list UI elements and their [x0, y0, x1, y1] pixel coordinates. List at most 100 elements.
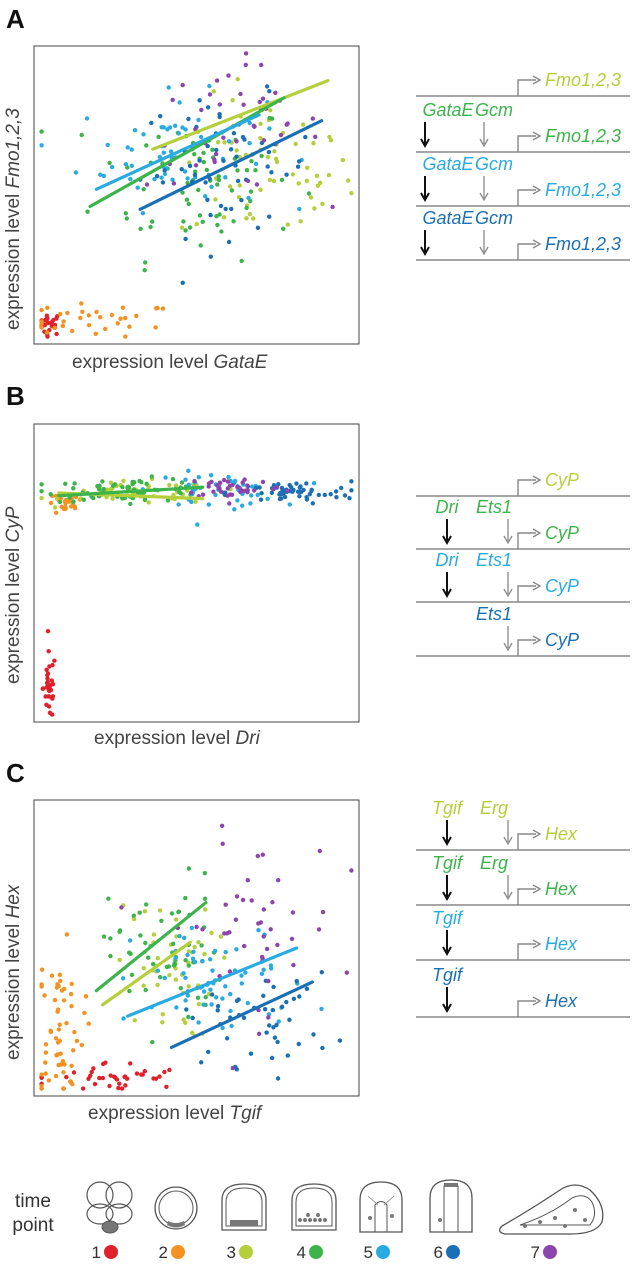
data-point: [223, 902, 228, 907]
data-point: [69, 1063, 74, 1069]
data-point: [183, 228, 188, 233]
data-point: [181, 971, 186, 976]
data-point: [73, 170, 79, 175]
data-point: [267, 89, 272, 94]
panel-letter-a: A: [6, 4, 25, 34]
data-point: [226, 474, 231, 480]
data-point: [291, 962, 296, 968]
promoter-arrow: [517, 1000, 536, 1017]
regulation-arrowhead: [503, 588, 513, 598]
data-point: [86, 313, 92, 318]
embryo-icon: [318, 1218, 322, 1222]
data-point: [43, 317, 48, 323]
data-point: [284, 172, 289, 177]
data-point: [268, 927, 273, 932]
data-point: [43, 694, 48, 699]
data-point: [194, 924, 199, 930]
data-point: [269, 1055, 275, 1061]
xlabel-b-prefix: expression level: [94, 728, 236, 749]
data-point: [260, 96, 266, 101]
data-point: [271, 178, 277, 184]
data-point: [123, 211, 128, 216]
data-point: [162, 1069, 167, 1075]
data-point: [63, 497, 69, 503]
data-point: [176, 502, 181, 507]
xlabel-c: expression level Tgif: [88, 1103, 261, 1125]
data-point: [235, 77, 240, 82]
data-point: [245, 483, 250, 488]
data-point: [259, 153, 264, 159]
data-point: [207, 83, 212, 89]
data-point: [195, 995, 201, 1000]
data-point: [266, 1015, 271, 1020]
regulator-label: Ets1: [476, 550, 512, 570]
data-point: [189, 490, 194, 495]
data-point: [111, 483, 116, 488]
data-point: [39, 307, 44, 313]
embryo-icon: [167, 1221, 185, 1228]
data-point: [40, 686, 45, 691]
timepoint-number: 1: [92, 1243, 101, 1262]
promoter-arrowhead: [532, 528, 542, 538]
data-point: [247, 211, 253, 217]
data-point: [222, 140, 227, 145]
data-point: [222, 955, 227, 960]
data-point: [151, 932, 157, 937]
data-point: [221, 135, 226, 140]
data-point: [333, 489, 339, 494]
data-point: [193, 127, 198, 132]
data-point: [232, 507, 237, 512]
promoter-arrow: [517, 532, 536, 549]
data-point: [240, 897, 246, 903]
data-point: [265, 154, 271, 160]
data-point: [70, 328, 75, 334]
data-point: [200, 492, 206, 497]
data-point: [98, 172, 103, 177]
data-point: [216, 177, 222, 183]
data-point: [84, 116, 90, 121]
regulation-arrowhead: [420, 138, 430, 149]
data-point: [134, 1071, 140, 1076]
data-point: [320, 909, 326, 915]
embryo-icon: [323, 1218, 327, 1222]
data-point: [349, 191, 354, 196]
promoter-arrowhead: [532, 131, 542, 141]
data-point: [190, 1030, 195, 1036]
regulation-arrowhead: [442, 588, 452, 599]
regulator-label: Tgif: [432, 965, 464, 985]
data-point: [220, 841, 225, 846]
data-point: [64, 932, 70, 937]
data-point: [256, 928, 261, 933]
data-point: [279, 177, 285, 183]
timepoint-number: 3: [227, 1243, 236, 1262]
data-point: [59, 1062, 64, 1067]
data-point: [229, 188, 235, 193]
data-point: [272, 149, 277, 154]
data-point: [214, 147, 219, 153]
data-point: [203, 194, 208, 199]
data-point: [209, 184, 214, 189]
promoter-arrowhead: [532, 581, 542, 591]
promoter-arrow: [517, 888, 536, 905]
data-point: [213, 151, 219, 157]
embryo-icon: [105, 1181, 133, 1209]
data-point: [123, 162, 129, 167]
target-gene-label: CyP: [545, 470, 579, 490]
regulation-arrowhead: [479, 192, 489, 202]
data-point: [192, 945, 197, 950]
data-point: [214, 995, 219, 1000]
data-point: [269, 490, 275, 495]
data-point: [149, 474, 154, 479]
data-point: [100, 479, 105, 484]
data-point: [281, 226, 286, 231]
data-point: [120, 976, 126, 981]
data-point: [275, 1039, 280, 1045]
data-point: [255, 492, 260, 498]
data-point: [285, 1053, 290, 1058]
data-point: [60, 323, 65, 329]
embryo-icon: [225, 1187, 263, 1227]
data-point: [226, 239, 232, 245]
regulation-arrowhead: [479, 246, 489, 256]
data-point: [53, 1073, 59, 1079]
data-point: [162, 171, 168, 177]
